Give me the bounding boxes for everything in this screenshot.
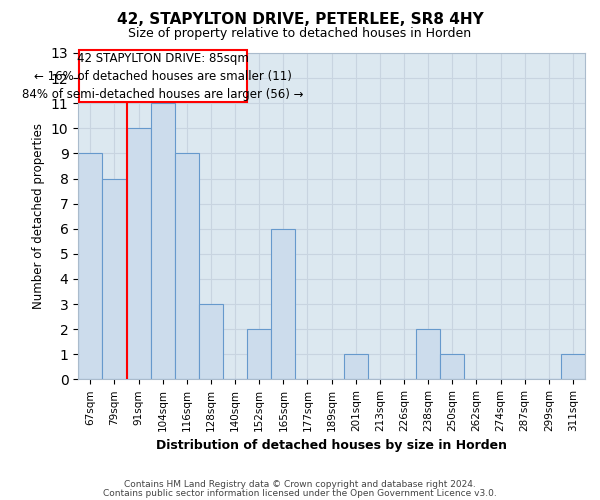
Text: Contains public sector information licensed under the Open Government Licence v3: Contains public sector information licen… <box>103 488 497 498</box>
Y-axis label: Number of detached properties: Number of detached properties <box>32 123 45 309</box>
Bar <box>78 154 103 380</box>
Text: 42 STAPYLTON DRIVE: 85sqm: 42 STAPYLTON DRIVE: 85sqm <box>77 52 248 64</box>
FancyBboxPatch shape <box>79 50 247 102</box>
Bar <box>199 304 223 380</box>
Text: 84% of semi-detached houses are larger (56) →: 84% of semi-detached houses are larger (… <box>22 88 304 101</box>
Text: ← 16% of detached houses are smaller (11): ← 16% of detached houses are smaller (11… <box>34 70 292 82</box>
X-axis label: Distribution of detached houses by size in Horden: Distribution of detached houses by size … <box>156 440 507 452</box>
Bar <box>561 354 585 380</box>
Bar <box>440 354 464 380</box>
Bar <box>127 128 151 380</box>
Bar <box>175 154 199 380</box>
Text: Contains HM Land Registry data © Crown copyright and database right 2024.: Contains HM Land Registry data © Crown c… <box>124 480 476 489</box>
Text: 42, STAPYLTON DRIVE, PETERLEE, SR8 4HY: 42, STAPYLTON DRIVE, PETERLEE, SR8 4HY <box>116 12 484 28</box>
Bar <box>247 329 271 380</box>
Bar <box>103 178 127 380</box>
Bar <box>151 103 175 380</box>
Bar <box>271 228 295 380</box>
Text: Size of property relative to detached houses in Horden: Size of property relative to detached ho… <box>128 28 472 40</box>
Bar <box>416 329 440 380</box>
Bar <box>344 354 368 380</box>
